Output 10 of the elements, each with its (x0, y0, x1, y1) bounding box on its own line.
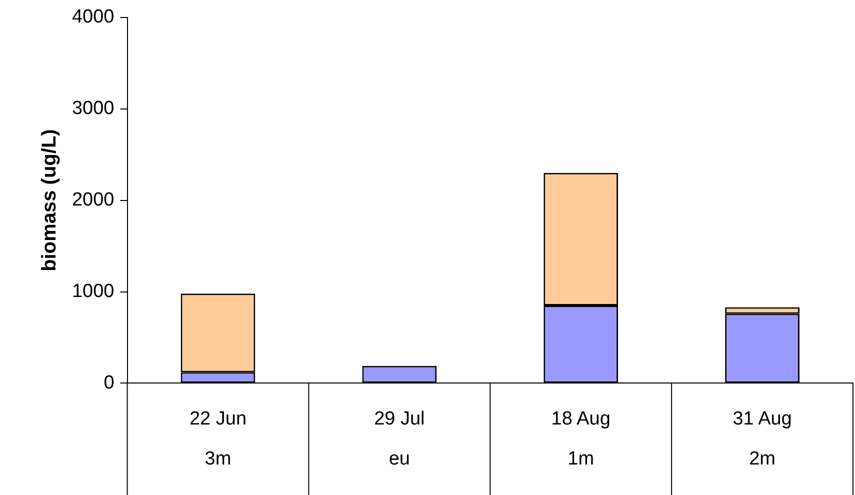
y-tick-label: 3000 (72, 98, 114, 120)
y-tick-label: 4000 (72, 6, 114, 28)
y-tick-label: 2000 (72, 190, 114, 211)
y-tick-label: 0 (104, 372, 114, 394)
x-tick-label: 18 Aug 1m (551, 408, 610, 470)
y-tick-label: 1000 (72, 280, 114, 302)
x-tick-label: 29 Jul eu (374, 408, 425, 470)
x-tick-label: 22 Jun 3m (189, 408, 247, 470)
y-axis-title: biomass (ug/L) (38, 129, 61, 272)
x-tick-label: 31 Aug 2m (732, 408, 792, 470)
